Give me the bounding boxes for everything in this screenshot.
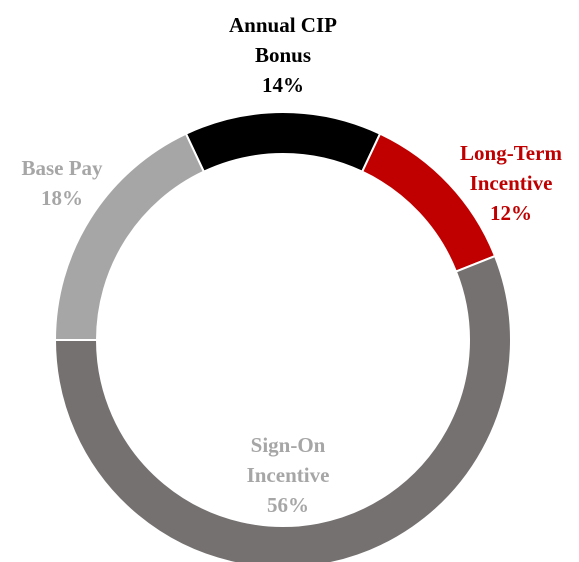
- value-label: 12%: [490, 201, 532, 225]
- value-label: 14%: [262, 73, 304, 97]
- category-label: Sign-On Incentive: [246, 433, 330, 487]
- donut-segment: [53, 254, 512, 562]
- donut-segment: [184, 110, 382, 174]
- value-label: 18%: [41, 186, 83, 210]
- segment-label: Long-Term Incentive 12%: [451, 138, 571, 228]
- category-label: Base Pay: [21, 156, 103, 180]
- segment-label: Annual CIP Bonus 14%: [218, 10, 348, 100]
- value-label: 56%: [267, 493, 309, 517]
- segment-label: Sign-On Incentive 56%: [233, 430, 343, 520]
- category-label: Annual CIP Bonus: [229, 13, 337, 67]
- segment-label: Base Pay 18%: [2, 153, 122, 213]
- donut-segment: [53, 132, 206, 341]
- category-label: Long-Term Incentive: [460, 141, 562, 195]
